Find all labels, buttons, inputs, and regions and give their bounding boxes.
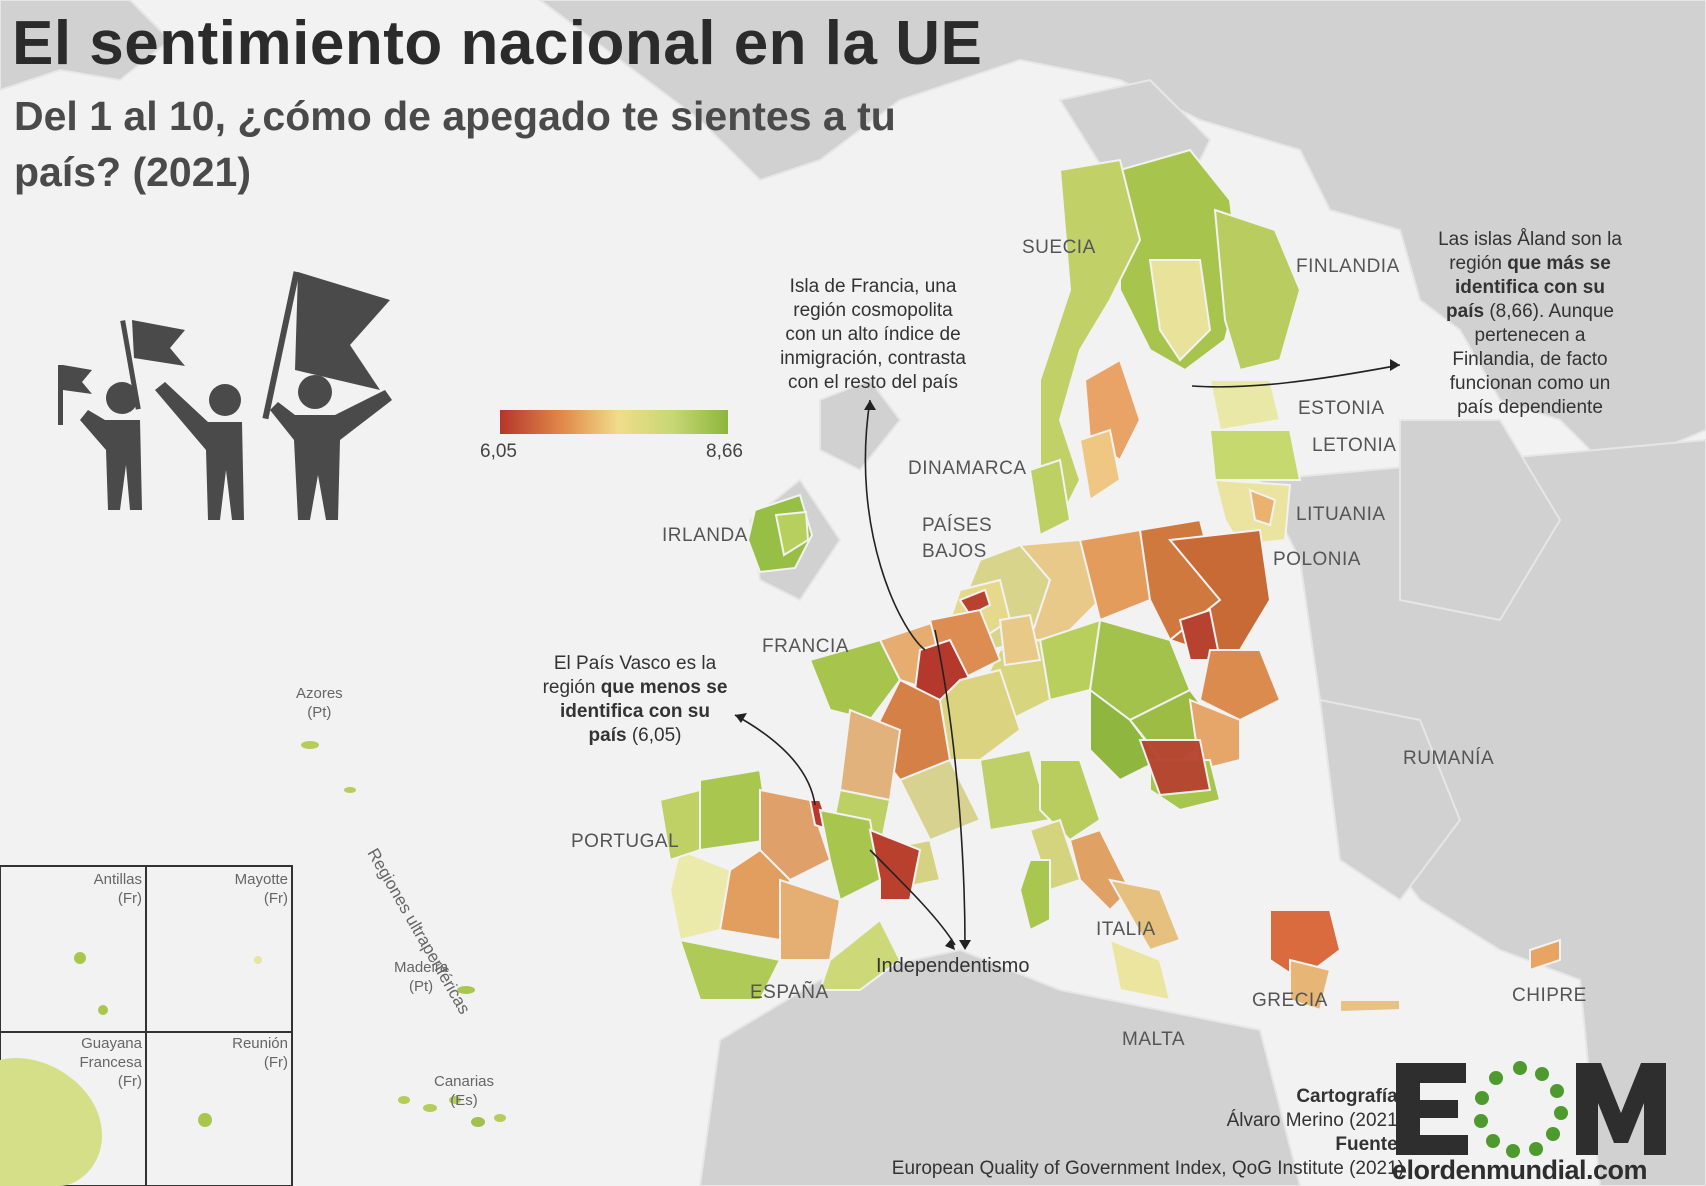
credit-cartografia-label: Cartografía: bbox=[1296, 1086, 1404, 1107]
country-label-finlandia: FINLANDIA bbox=[1296, 256, 1400, 277]
legend-min-label: 6,05 bbox=[480, 441, 517, 462]
island-label-canarias: Canarias (Es) bbox=[434, 1073, 495, 1109]
inset-label-mayotte: Mayotte (Fr) bbox=[234, 871, 288, 907]
nordic-regions bbox=[1028, 148, 1302, 547]
country-label-estonia: ESTONIA bbox=[1298, 398, 1385, 419]
country-label-dinamarca: DINAMARCA bbox=[908, 458, 1027, 479]
inset-label-antillas: Antillas (Fr) bbox=[93, 871, 142, 907]
country-label-paises-bajos-1: PAÍSES bbox=[922, 515, 993, 536]
country-label-irlanda: IRLANDA bbox=[662, 525, 748, 546]
ireland-region bbox=[746, 493, 814, 574]
country-label-francia: FRANCIA bbox=[762, 636, 849, 657]
page-title: El sentimiento nacional en la UE bbox=[12, 9, 983, 78]
eom-url: elordenmundial.com bbox=[1392, 1155, 1648, 1185]
country-label-polonia: POLONIA bbox=[1273, 549, 1361, 570]
annotation-arrows bbox=[734, 364, 1401, 946]
annotation-independentismo: Independentismo bbox=[876, 955, 1030, 977]
credit-fuente-value: European Quality of Government Index, Qo… bbox=[891, 1158, 1404, 1179]
annotation-ile-de-france: Isla de Francia, una región cosmopolita … bbox=[780, 276, 966, 393]
country-label-portugal: PORTUGAL bbox=[571, 831, 680, 852]
inset-label-guayana: Guayana Francesa (Fr) bbox=[79, 1035, 142, 1090]
island-label-madeira: Madeira (Pt) bbox=[394, 959, 449, 995]
country-label-italia: ITALIA bbox=[1096, 919, 1156, 940]
eom-logo-icon bbox=[1396, 1061, 1666, 1158]
annotation-pais-vasco: El País Vasco es la región que menos se … bbox=[542, 653, 728, 746]
insets-frame bbox=[0, 865, 293, 1186]
italy-regions bbox=[1018, 759, 1182, 1002]
people-with-flags-icon bbox=[58, 271, 392, 520]
country-label-paises-bajos-2: BAJOS bbox=[922, 541, 987, 562]
page-subtitle: Del 1 al 10, ¿cómo de apegado te sientes… bbox=[14, 93, 896, 195]
color-scale-legend bbox=[500, 410, 728, 434]
iberia-regions bbox=[658, 768, 922, 1001]
inset-label-reunion: Reunión (Fr) bbox=[232, 1035, 288, 1071]
country-label-grecia: GRECIA bbox=[1252, 990, 1328, 1011]
inset-shapes bbox=[0, 952, 262, 1186]
credit-fuente-label: Fuente: bbox=[1335, 1134, 1404, 1155]
country-label-chipre: CHIPRE bbox=[1512, 985, 1587, 1006]
country-label-espana: ESPAÑA bbox=[750, 982, 829, 1003]
country-label-malta: MALTA bbox=[1122, 1029, 1186, 1050]
country-label-letonia: LETONIA bbox=[1312, 435, 1397, 456]
country-label-suecia: SUECIA bbox=[1022, 237, 1096, 258]
country-label-rumania: RUMANÍA bbox=[1403, 748, 1495, 769]
island-label-azores: Azores (Pt) bbox=[296, 685, 343, 721]
credit-cartografia-value: Álvaro Merino (2021) bbox=[1226, 1110, 1404, 1131]
legend-max-label: 8,66 bbox=[706, 441, 743, 462]
country-label-lituania: LITUANIA bbox=[1296, 504, 1386, 525]
central-europe-regions bbox=[958, 518, 1282, 812]
atlantic-islands bbox=[301, 741, 506, 1127]
greece-regions bbox=[1269, 909, 1561, 1014]
arrow-heads bbox=[735, 359, 1400, 950]
annotation-aland: Las islas Åland son la región que más se… bbox=[1438, 229, 1622, 418]
